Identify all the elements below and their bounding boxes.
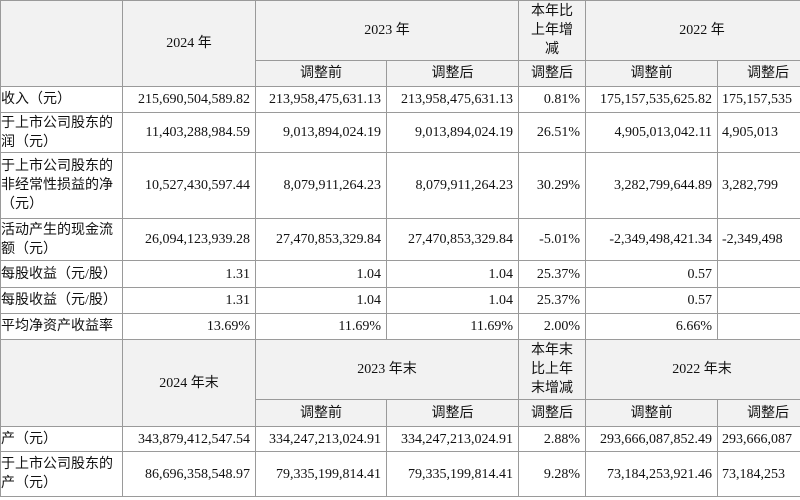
table-row: 于上市公司股东的 非经常性损益的净 （元） 10,527,430,597.44 8,…	[0, 152, 800, 219]
table-row: 2024 年 2023 年本年比 上年增 减 2022 年	[0, 0, 800, 87]
value-cell: -2,349,498	[717, 218, 800, 261]
change-header: 本年末 比上年 末增减	[518, 339, 586, 400]
value-cell: 215,690,504,589.82	[122, 86, 256, 113]
sub-header: 调整前	[585, 60, 718, 87]
period-header: 2024 年	[122, 0, 256, 87]
value-cell	[717, 260, 800, 288]
table-row: 于上市公司股东的 产（元） 86,696,358,548.97 79,335,199…	[0, 451, 800, 497]
value-cell: 27,470,853,329.84	[386, 218, 519, 261]
value-cell: 3,282,799	[717, 152, 800, 219]
value-cell	[717, 313, 800, 340]
value-cell: 1.04	[255, 287, 387, 314]
row-label: 平均净资产收益率	[0, 313, 123, 340]
value-cell: 1.04	[386, 260, 519, 288]
value-cell: 8,079,911,264.23	[255, 152, 387, 219]
row-label: 每股收益（元/股）	[0, 287, 123, 314]
value-cell: 79,335,199,814.41	[255, 451, 387, 497]
sub-header: 调整后	[518, 399, 586, 427]
table-row: 于上市公司股东的 润（元） 11,403,288,984.59 9,013,894,…	[0, 112, 800, 153]
value-cell: 175,157,535,625.82	[585, 86, 718, 113]
table-row: 每股收益（元/股） 1.31 1.04 1.04 25.37% 0.57	[0, 287, 800, 314]
value-cell: -2,349,498,421.34	[585, 218, 718, 261]
table-row: 活动产生的现金流 额（元） 26,094,123,939.28 27,470,853…	[0, 218, 800, 261]
row-label: 于上市公司股东的 非经常性损益的净 （元）	[0, 152, 123, 219]
value-cell: 9,013,894,024.19	[255, 112, 387, 153]
value-cell: 11.69%	[386, 313, 519, 340]
period-header: 2022 年	[585, 0, 800, 61]
sub-header: 调整前	[255, 399, 387, 427]
value-cell: 11.69%	[255, 313, 387, 340]
value-cell: 25.37%	[518, 260, 586, 288]
value-cell: 0.57	[585, 260, 718, 288]
sub-header: 调整后	[518, 60, 586, 87]
table-row: 产（元） 343,879,412,547.54 334,247,213,024.91…	[0, 426, 800, 452]
value-cell: 27,470,853,329.84	[255, 218, 387, 261]
value-cell: 334,247,213,024.91	[386, 426, 519, 452]
table-row: 2024 年末 2023 年末 本年末 比上年 末增减 2022 年末	[0, 339, 800, 427]
value-cell: 8,079,911,264.23	[386, 152, 519, 219]
value-cell: 73,184,253	[717, 451, 800, 497]
value-cell: 293,666,087	[717, 426, 800, 452]
value-cell: 2.00%	[518, 313, 586, 340]
value-cell: 6.66%	[585, 313, 718, 340]
corner-cell	[0, 0, 123, 87]
value-cell: 0.57	[585, 287, 718, 314]
value-cell: 26,094,123,939.28	[122, 218, 256, 261]
value-cell: 1.04	[386, 287, 519, 314]
corner-cell	[0, 339, 123, 427]
value-cell: 4,905,013,042.11	[585, 112, 718, 153]
table-row: 调整前 调整后 调整后 调整前 调整后	[1, 60, 800, 87]
value-cell	[717, 287, 800, 314]
value-cell: 2.88%	[518, 426, 586, 452]
value-cell: 9,013,894,024.19	[386, 112, 519, 153]
period-header: 2024 年末	[122, 339, 256, 427]
value-cell: 11,403,288,984.59	[122, 112, 256, 153]
value-cell: 26.51%	[518, 112, 586, 153]
period-header: 2023 年末	[255, 339, 519, 400]
value-cell: 0.81%	[518, 86, 586, 113]
value-cell: 13.69%	[122, 313, 256, 340]
value-cell: 86,696,358,548.97	[122, 451, 256, 497]
value-cell: 1.31	[122, 287, 256, 314]
sub-header: 调整后	[717, 60, 800, 87]
value-cell: 79,335,199,814.41	[386, 451, 519, 497]
row-label: 活动产生的现金流 额（元）	[0, 218, 123, 261]
value-cell: 213,958,475,631.13	[255, 86, 387, 113]
value-cell: 213,958,475,631.13	[386, 86, 519, 113]
value-cell: 3,282,799,644.89	[585, 152, 718, 219]
value-cell: 175,157,535	[717, 86, 800, 113]
row-label: 收入（元）	[0, 86, 123, 113]
sub-header: 调整前	[585, 399, 718, 427]
row-label: 产（元）	[0, 426, 123, 452]
value-cell: 1.04	[255, 260, 387, 288]
sub-header: 调整后	[386, 399, 519, 427]
sub-header: 调整后	[717, 399, 800, 427]
table-row: 每股收益（元/股） 1.31 1.04 1.04 25.37% 0.57	[0, 260, 800, 288]
table-row: 收入（元） 215,690,504,589.82 213,958,475,631.1…	[0, 86, 800, 113]
value-cell: 293,666,087,852.49	[585, 426, 718, 452]
sub-header: 调整前	[255, 60, 387, 87]
period-header: 2022 年末	[585, 339, 800, 400]
sub-header: 调整后	[386, 60, 519, 87]
value-cell: 4,905,013	[717, 112, 800, 153]
value-cell: 30.29%	[518, 152, 586, 219]
row-label: 于上市公司股东的 产（元）	[0, 451, 123, 497]
change-header: 本年比 上年增 减	[518, 0, 586, 61]
value-cell: 10,527,430,597.44	[122, 152, 256, 219]
value-cell: 25.37%	[518, 287, 586, 314]
value-cell: -5.01%	[518, 218, 586, 261]
table-row: 调整前 调整后 调整后 调整前 调整后	[1, 399, 800, 427]
row-label: 每股收益（元/股）	[0, 260, 123, 288]
row-label: 于上市公司股东的 润（元）	[0, 112, 123, 153]
value-cell: 343,879,412,547.54	[122, 426, 256, 452]
period-header: 2023 年	[255, 0, 519, 61]
value-cell: 9.28%	[518, 451, 586, 497]
value-cell: 334,247,213,024.91	[255, 426, 387, 452]
value-cell: 1.31	[122, 260, 256, 288]
table-row: 平均净资产收益率 13.69% 11.69% 11.69% 2.00% 6.66%	[0, 313, 800, 340]
value-cell: 73,184,253,921.46	[585, 451, 718, 497]
